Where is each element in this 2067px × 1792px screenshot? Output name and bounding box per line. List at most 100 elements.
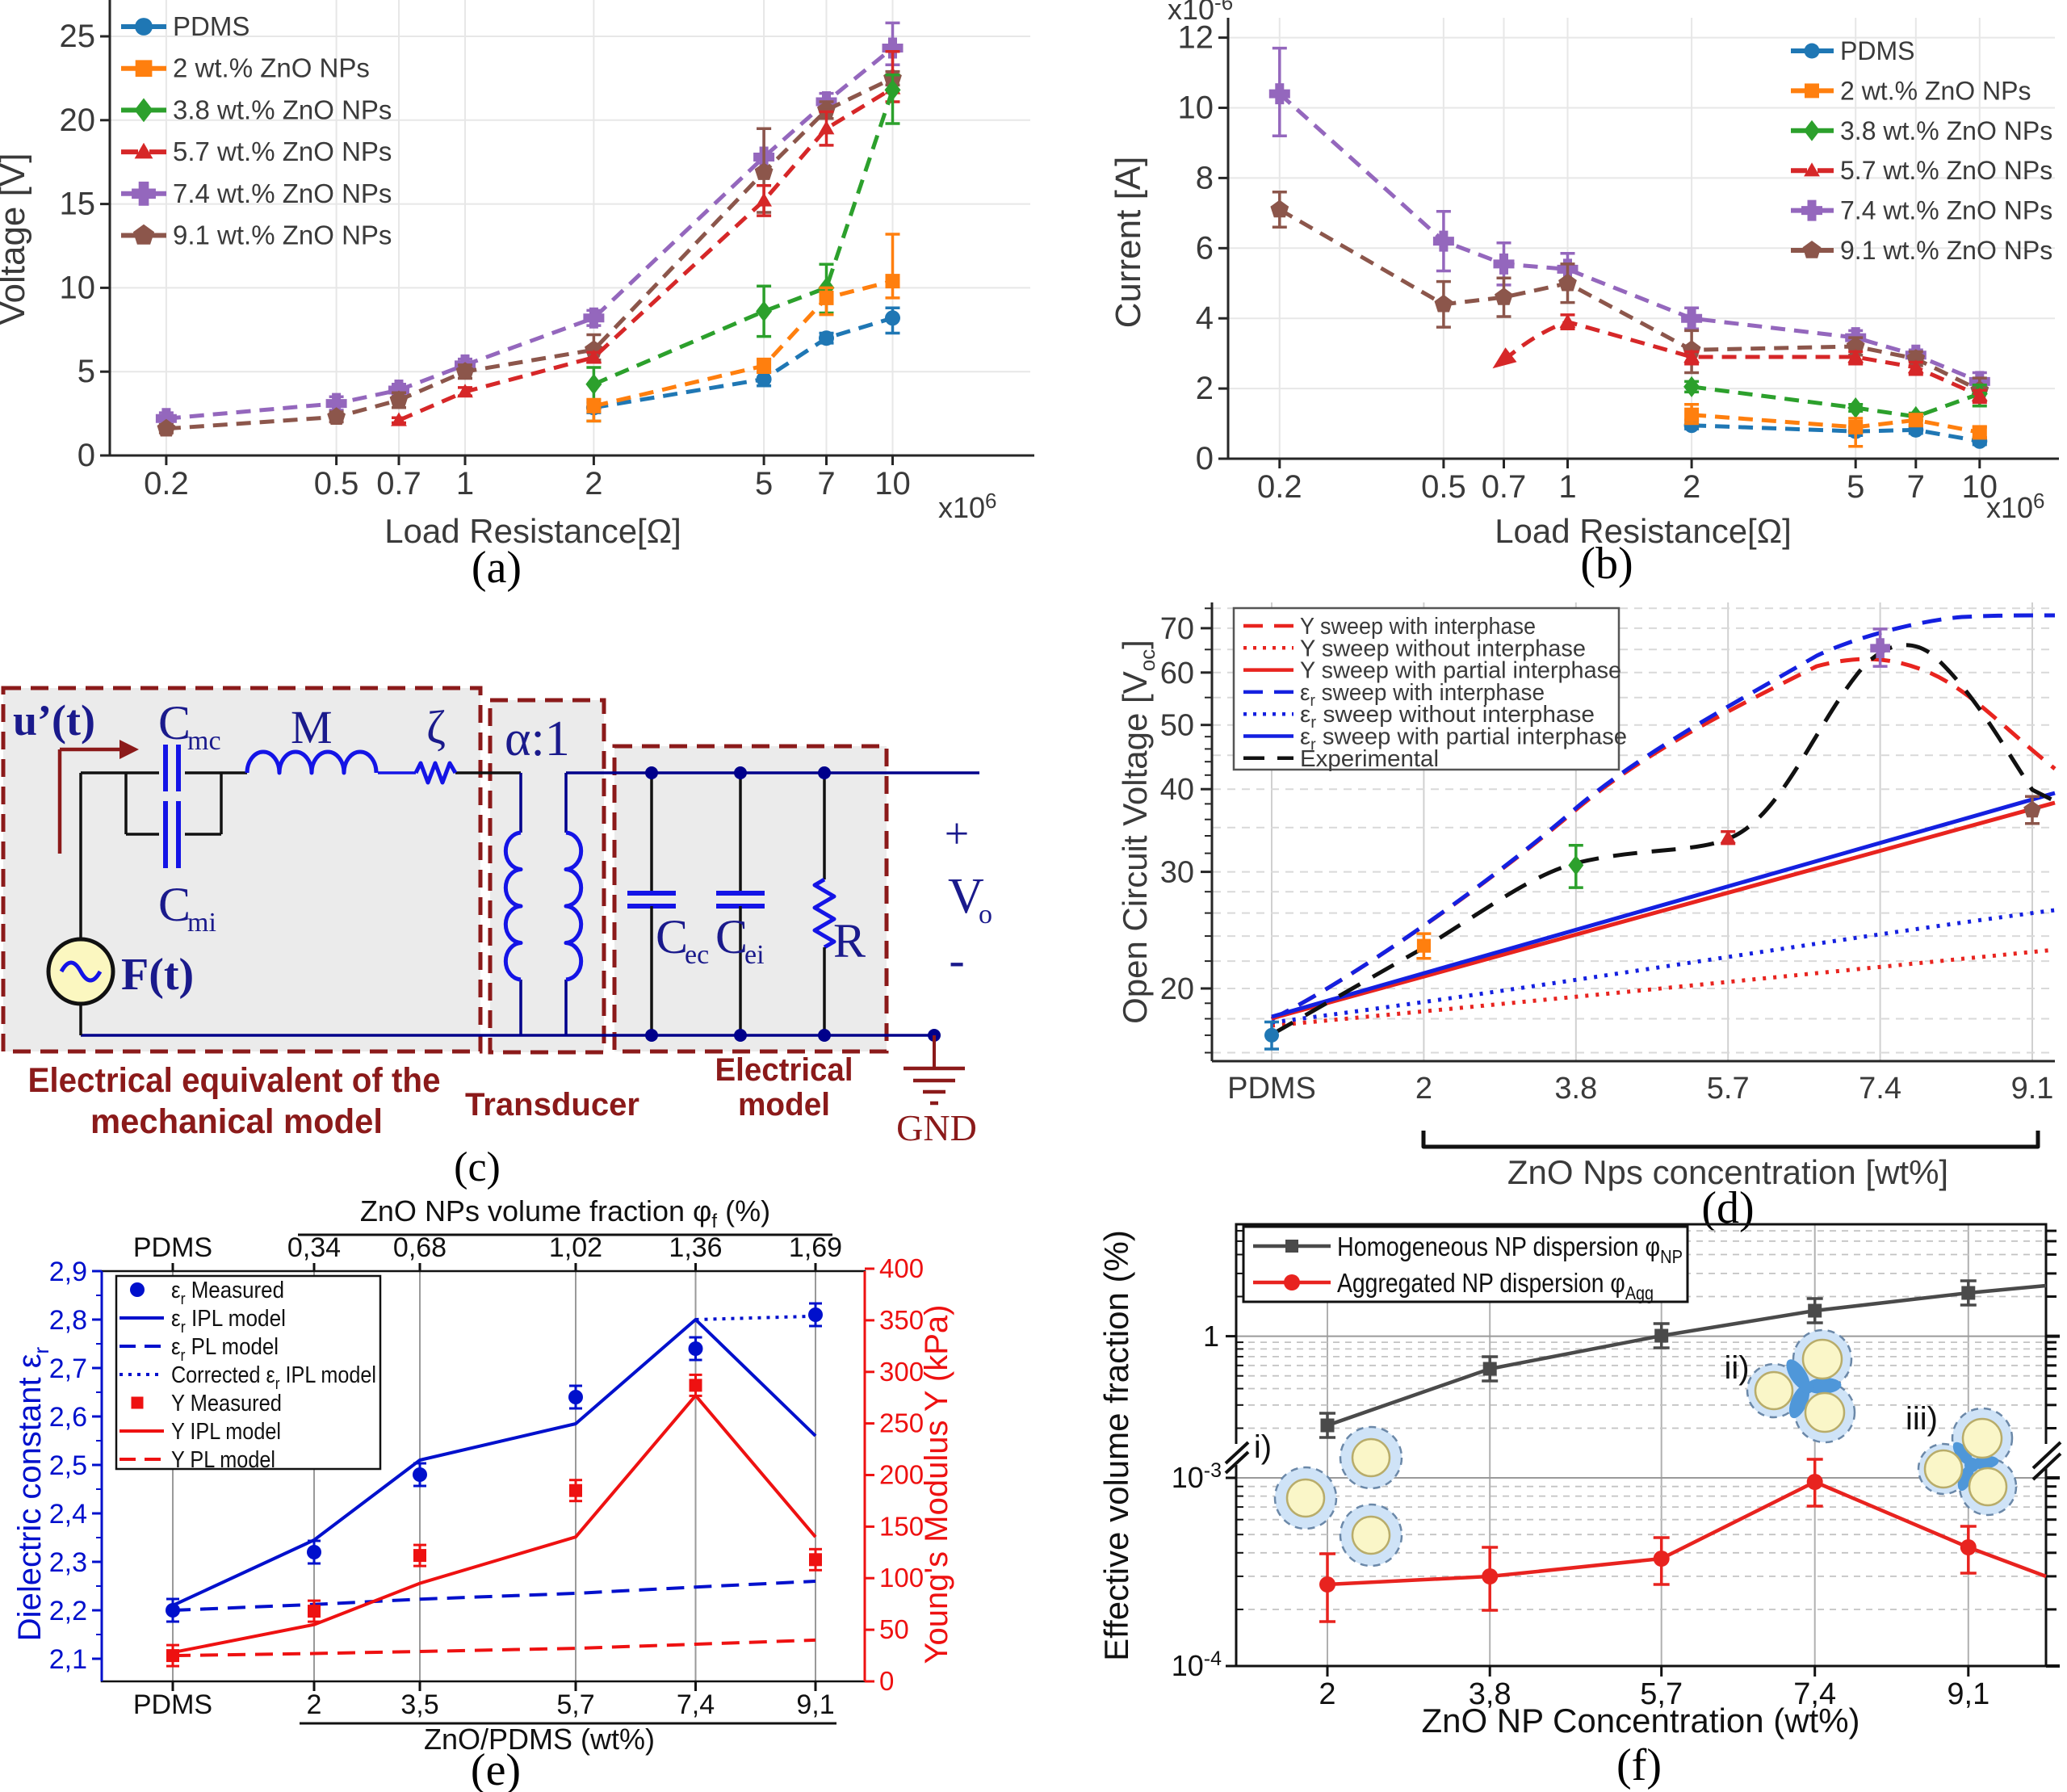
svg-text:2,1: 2,1 xyxy=(49,1644,87,1675)
svg-text:PDMS: PDMS xyxy=(173,11,249,41)
svg-text:20: 20 xyxy=(1160,972,1194,1006)
svg-text:2,4: 2,4 xyxy=(49,1499,87,1530)
svg-text:9,1: 9,1 xyxy=(796,1689,834,1720)
svg-text:Voltage [V]: Voltage [V] xyxy=(0,153,32,325)
svg-text:εr sweep without interphase: εr sweep without interphase xyxy=(1300,702,1595,732)
svg-text:2 wt.% ZnO NPs: 2 wt.% ZnO NPs xyxy=(173,53,370,83)
svg-text:Dielectric constant εr: Dielectric constant εr xyxy=(12,1346,53,1641)
svg-text:50: 50 xyxy=(1160,709,1194,743)
svg-text:5.7 wt.% ZnO NPs: 5.7 wt.% ZnO NPs xyxy=(1840,156,2052,185)
svg-text:20: 20 xyxy=(60,103,96,138)
svg-text:εr Measured: εr Measured xyxy=(171,1278,284,1308)
svg-text:2: 2 xyxy=(1415,1072,1432,1106)
svg-text:C: C xyxy=(715,910,748,963)
svg-text:PDMS: PDMS xyxy=(133,1232,212,1263)
svg-text:0.7: 0.7 xyxy=(376,466,421,502)
svg-text:1,69: 1,69 xyxy=(789,1232,842,1263)
svg-text:ZnO NPs volume fraction φf (%): ZnO NPs volume fraction φf (%) xyxy=(360,1194,770,1232)
svg-text:Aggregated NP dispersion φAgg: Aggregated NP dispersion φAgg xyxy=(1337,1268,1654,1303)
svg-text:Transducer: Transducer xyxy=(465,1087,639,1123)
svg-text:x106: x106 xyxy=(1986,489,2045,524)
svg-text:7,4: 7,4 xyxy=(1793,1677,1836,1711)
svg-text:2 wt.% ZnO NPs: 2 wt.% ZnO NPs xyxy=(1840,76,2031,105)
svg-text:2: 2 xyxy=(1196,371,1214,406)
svg-text:ec: ec xyxy=(685,940,709,970)
svg-text:5,7: 5,7 xyxy=(556,1689,594,1720)
svg-text:Load Resistance[Ω]: Load Resistance[Ω] xyxy=(384,512,681,550)
svg-text:Current [A]: Current [A] xyxy=(1109,157,1148,329)
svg-text:1: 1 xyxy=(1203,1320,1219,1353)
svg-text:model: model xyxy=(738,1087,830,1123)
svg-text:ZnO/PDMS (wt%): ZnO/PDMS (wt%) xyxy=(424,1723,655,1756)
svg-text:2,9: 2,9 xyxy=(49,1257,87,1287)
svg-text:Effective volume fraction (%): Effective volume fraction (%) xyxy=(1097,1230,1135,1661)
svg-text:2,7: 2,7 xyxy=(49,1353,87,1384)
svg-text:2,3: 2,3 xyxy=(49,1547,87,1578)
svg-text:10: 10 xyxy=(60,270,96,305)
svg-text:εr IPL model: εr IPL model xyxy=(171,1306,286,1337)
svg-text:70: 70 xyxy=(1160,612,1194,646)
svg-text:3.8 wt.% ZnO NPs: 3.8 wt.% ZnO NPs xyxy=(1840,116,2052,145)
svg-text:Open Circuit Voltage [Voc]: Open Circuit Voltage [Voc] xyxy=(1116,640,1159,1024)
svg-text:2: 2 xyxy=(1319,1677,1335,1711)
svg-text:u’(t): u’(t) xyxy=(13,696,95,745)
svg-text:250: 250 xyxy=(879,1408,924,1438)
svg-text:25: 25 xyxy=(60,19,96,54)
svg-text:0.2: 0.2 xyxy=(144,466,189,502)
svg-text:7,4: 7,4 xyxy=(677,1689,715,1720)
svg-text:9.1: 9.1 xyxy=(2011,1072,2054,1106)
svg-text:Y sweep with interphase: Y sweep with interphase xyxy=(1300,614,1536,640)
svg-text:PDMS: PDMS xyxy=(1227,1072,1316,1106)
svg-text:100: 100 xyxy=(879,1563,924,1593)
svg-text:Young's Modulus Y (kPa): Young's Modulus Y (kPa) xyxy=(919,1305,954,1664)
svg-text:0.5: 0.5 xyxy=(1421,469,1466,505)
svg-text:2: 2 xyxy=(585,466,602,502)
svg-text:2,8: 2,8 xyxy=(49,1305,87,1336)
svg-text:(a): (a) xyxy=(472,543,522,593)
svg-text:9.1 wt.% ZnO NPs: 9.1 wt.% ZnO NPs xyxy=(1840,236,2052,265)
svg-text:F(t): F(t) xyxy=(121,950,194,1000)
svg-text:Y PL model: Y PL model xyxy=(171,1447,275,1473)
svg-text:3.8: 3.8 xyxy=(1554,1072,1597,1106)
svg-text:0: 0 xyxy=(1196,441,1214,476)
svg-text:5: 5 xyxy=(1847,469,1864,505)
svg-text:5: 5 xyxy=(755,466,773,502)
svg-text:mi: mi xyxy=(187,908,216,938)
svg-text:R: R xyxy=(833,914,866,967)
svg-text:(e): (e) xyxy=(471,1745,521,1792)
svg-text:Homogeneous NP dispersion φNP: Homogeneous NP dispersion φNP xyxy=(1337,1232,1683,1267)
svg-text:60: 60 xyxy=(1160,657,1194,690)
svg-text:10: 10 xyxy=(874,466,911,502)
svg-text:C: C xyxy=(656,910,688,963)
svg-text:7.4: 7.4 xyxy=(1859,1072,1901,1106)
svg-text:Y IPL model: Y IPL model xyxy=(171,1419,281,1445)
svg-text:(d): (d) xyxy=(1701,1183,1754,1233)
svg-text:2: 2 xyxy=(1683,469,1700,505)
svg-text:1,36: 1,36 xyxy=(669,1232,722,1263)
svg-text:3,5: 3,5 xyxy=(400,1689,438,1720)
svg-text:ZnO NP Concentration (wt%): ZnO NP Concentration (wt%) xyxy=(1421,1702,1859,1740)
svg-text:400: 400 xyxy=(879,1253,924,1283)
svg-text:5.7: 5.7 xyxy=(1707,1072,1750,1106)
svg-text:0.2: 0.2 xyxy=(1257,469,1302,505)
svg-text:150: 150 xyxy=(879,1511,924,1541)
svg-text:(b): (b) xyxy=(1580,539,1633,589)
svg-text:3,8: 3,8 xyxy=(1469,1677,1511,1711)
svg-text:ZnO Nps concentration [wt%]: ZnO Nps concentration [wt%] xyxy=(1507,1153,1948,1191)
svg-text:12: 12 xyxy=(1178,20,1214,56)
svg-text:Corrected εr IPL model: Corrected εr IPL model xyxy=(171,1362,376,1393)
svg-text:4: 4 xyxy=(1196,300,1214,336)
svg-text:α:1: α:1 xyxy=(505,711,570,766)
svg-text:x10-6: x10-6 xyxy=(1168,0,1233,26)
svg-text:30: 30 xyxy=(1160,856,1194,890)
svg-text:2,5: 2,5 xyxy=(49,1450,87,1481)
svg-text:+: + xyxy=(945,809,969,858)
svg-text:350: 350 xyxy=(879,1305,924,1335)
svg-text:0: 0 xyxy=(879,1666,894,1696)
svg-text:1: 1 xyxy=(456,466,474,502)
svg-text:1,02: 1,02 xyxy=(549,1232,602,1263)
svg-text:5,7: 5,7 xyxy=(1640,1677,1683,1711)
svg-text:7: 7 xyxy=(1907,469,1925,505)
svg-text:0,34: 0,34 xyxy=(287,1232,341,1263)
svg-text:6: 6 xyxy=(1196,230,1214,266)
